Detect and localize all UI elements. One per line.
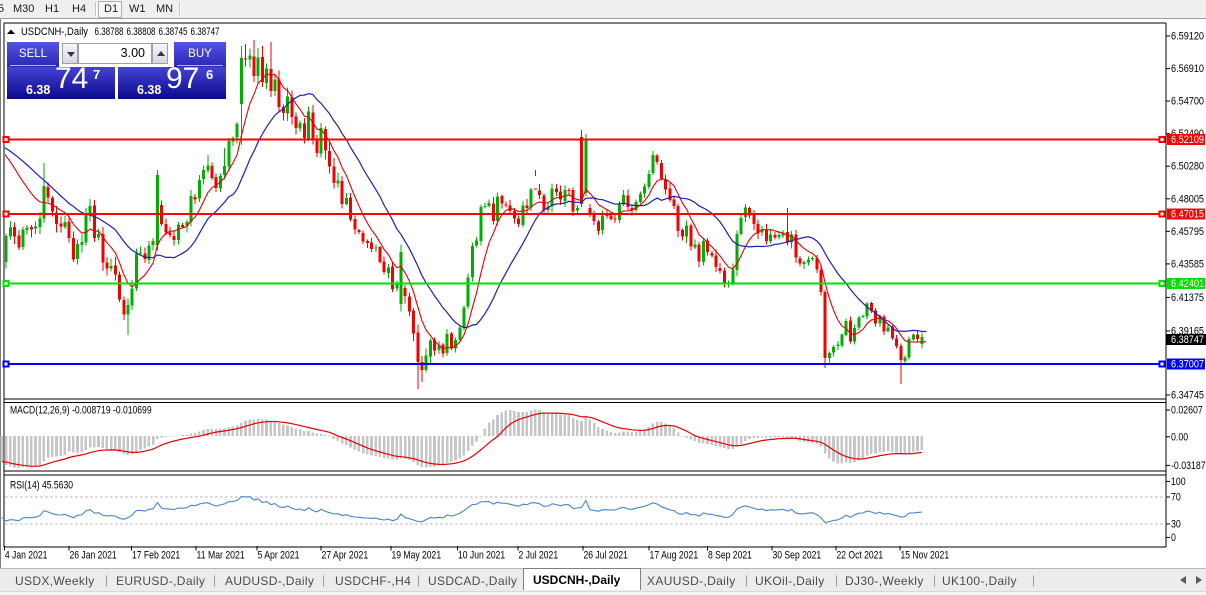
svg-text:6.41375: 6.41375 [1171,292,1204,304]
svg-text:8 Sep 2021: 8 Sep 2021 [708,550,752,562]
svg-text:6.52109: 6.52109 [1171,134,1204,146]
svg-text:4 Jan 2021: 4 Jan 2021 [5,550,48,562]
svg-text:0.00: 0.00 [1171,431,1188,443]
svg-text:30 Sep 2021: 30 Sep 2021 [773,550,822,562]
svg-text:17 Feb 2021: 17 Feb 2021 [132,550,180,562]
svg-text:0.02607: 0.02607 [1171,405,1203,417]
svg-text:30: 30 [1171,519,1181,531]
svg-text:USDCNH-,Daily: USDCNH-,Daily [21,26,88,38]
svg-text:6.38788: 6.38788 [95,26,124,38]
svg-text:26 Jan 2021: 26 Jan 2021 [70,550,117,562]
svg-text:2 Jul 2021: 2 Jul 2021 [519,550,559,562]
svg-text:6.43585: 6.43585 [1171,258,1204,270]
svg-text:6.56910: 6.56910 [1171,63,1204,75]
svg-text:22 Oct 2021: 22 Oct 2021 [837,550,884,562]
svg-text:6.50280: 6.50280 [1171,161,1204,173]
svg-text:26 Jul 2021: 26 Jul 2021 [584,550,628,562]
svg-text:10 Jun 2021: 10 Jun 2021 [458,550,505,562]
svg-text:6.38745: 6.38745 [159,26,188,38]
svg-text:6.48005: 6.48005 [1171,193,1204,205]
svg-text:6.38747: 6.38747 [191,26,220,38]
svg-text:27 Apr 2021: 27 Apr 2021 [322,550,369,562]
svg-text:6.34745: 6.34745 [1171,390,1204,402]
svg-text:70: 70 [1171,492,1181,504]
svg-text:17 Aug 2021: 17 Aug 2021 [650,550,699,562]
svg-text:6.45795: 6.45795 [1171,226,1204,238]
svg-text:100: 100 [1171,476,1186,488]
svg-text:-0.03187: -0.03187 [1171,460,1206,472]
svg-text:6.42401: 6.42401 [1171,278,1204,290]
svg-text:6.47015: 6.47015 [1171,209,1204,221]
svg-text:RSI(14) 45.5630: RSI(14) 45.5630 [10,480,73,492]
svg-text:MACD(12,26,9) -0.008719 -0.010: MACD(12,26,9) -0.008719 -0.010699 [10,405,152,417]
svg-text:11 Mar 2021: 11 Mar 2021 [197,550,245,562]
svg-text:6.38808: 6.38808 [127,26,156,38]
svg-text:19 May 2021: 19 May 2021 [392,550,442,562]
svg-text:6.54700: 6.54700 [1171,96,1204,108]
svg-text:15 Nov 2021: 15 Nov 2021 [901,550,950,562]
svg-text:6.38747: 6.38747 [1171,334,1204,346]
svg-text:6.37007: 6.37007 [1171,359,1204,371]
svg-text:6.59120: 6.59120 [1171,31,1204,43]
svg-text:5 Apr 2021: 5 Apr 2021 [258,550,300,562]
svg-text:0: 0 [1171,532,1176,544]
